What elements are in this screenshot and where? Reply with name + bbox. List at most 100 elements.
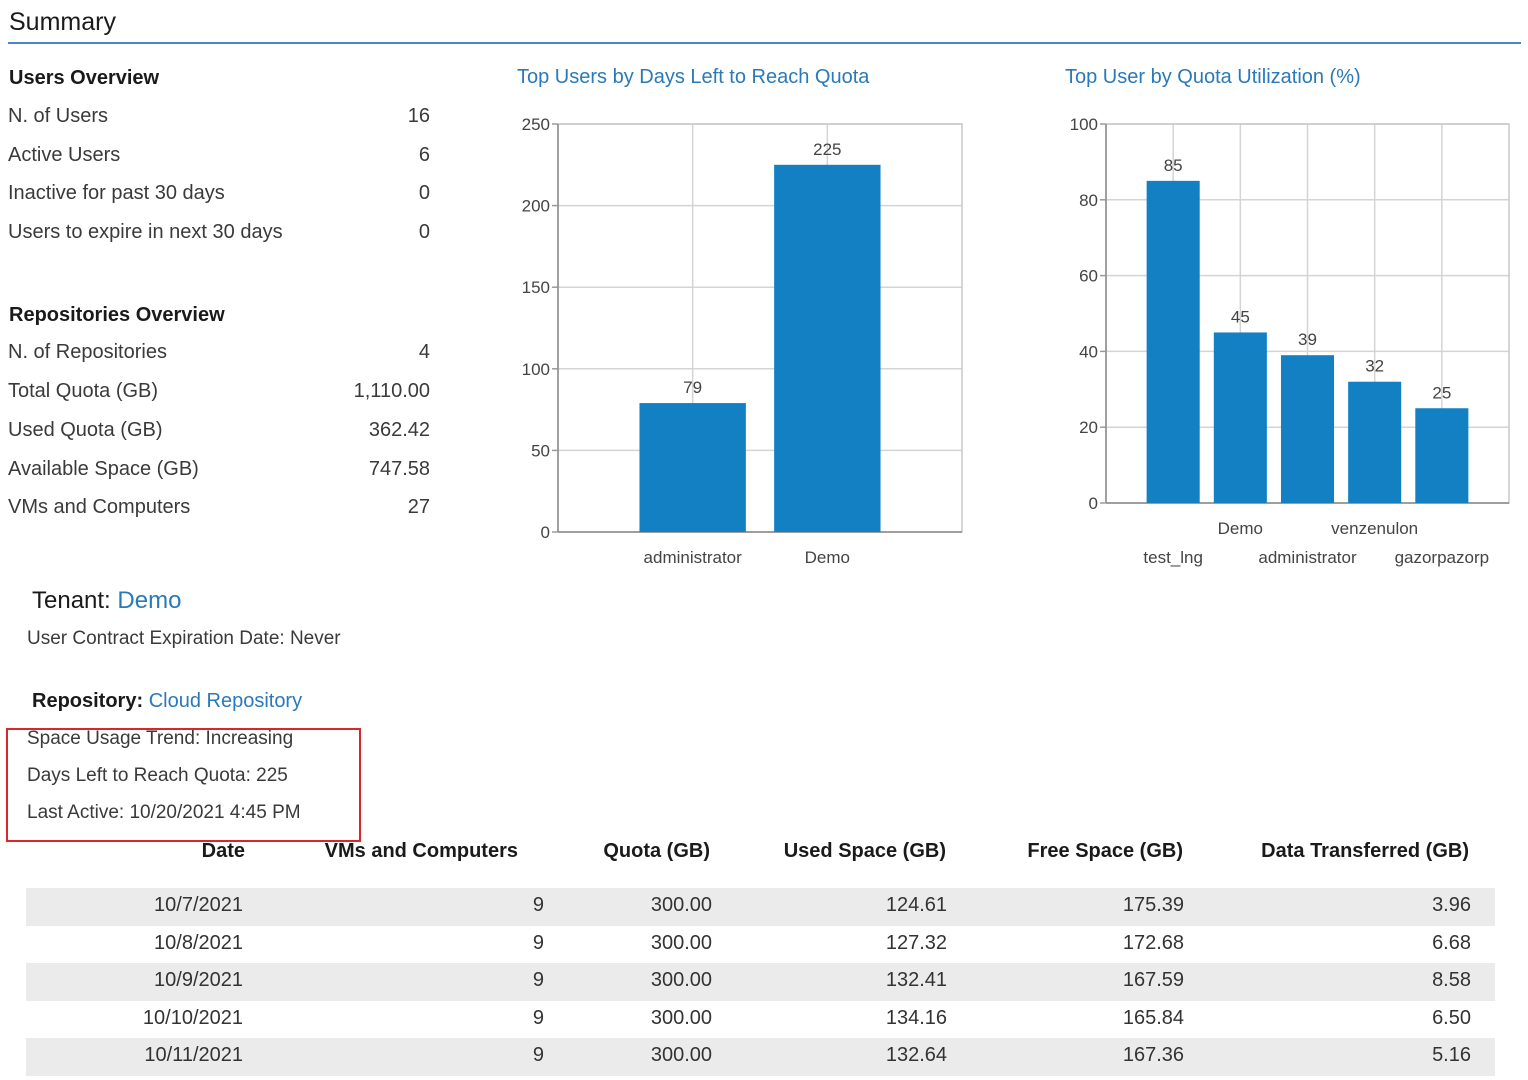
y-tick-label: 100: [1070, 115, 1098, 134]
overview-label: N. of Users: [8, 105, 109, 127]
repository-label: Repository:: [32, 690, 144, 712]
y-tick-label: 0: [541, 523, 550, 542]
data-label: 225: [813, 140, 841, 159]
overview-label: Inactive for past 30 days: [8, 182, 225, 204]
overview-value: 4: [418, 341, 430, 363]
y-tick-label: 50: [531, 441, 550, 460]
overview-value: 1,110.00: [353, 380, 430, 402]
overview-row-vms: VMs and Computers 27: [8, 496, 430, 526]
overview-value: 16: [407, 105, 430, 127]
overview-label: VMs and Computers: [8, 496, 191, 518]
column-header-date: Date: [201, 840, 245, 862]
table-row: 10/7/2021 9 300.00 124.61 175.39 3.96: [26, 888, 1495, 926]
column-header-used-space: Used Space (GB): [783, 840, 946, 862]
overview-row-users: N. of Users 16: [8, 105, 430, 135]
chart-quota-utilization-title: Top User by Quota Utilization (%): [1065, 66, 1361, 88]
column-header-vms: VMs and Computers: [324, 840, 518, 862]
bar-administrator: [639, 403, 746, 532]
tenant-label: Tenant:: [32, 587, 111, 614]
bar-gazorpazorp: [1415, 408, 1469, 503]
title-divider: [8, 42, 1521, 44]
chart-days-left: 0 50 100 150 200 250 79 administrator 225 Demo: [522, 115, 963, 567]
cell-date: 10/7/2021: [154, 894, 243, 916]
overview-row-total-quota: Total Quota (GB) 1,110.00: [8, 380, 430, 410]
repository-name-link[interactable]: Cloud Repository: [148, 690, 303, 712]
cell-free-space: 175.39: [1122, 894, 1184, 916]
cell-used-space: 132.64: [885, 1044, 947, 1066]
cell-date: 10/11/2021: [144, 1044, 243, 1066]
overview-label: Users to expire in next 30 days: [8, 221, 283, 243]
bar-venzenulon: [1348, 381, 1402, 503]
x-tick-label: venzenulon: [1331, 519, 1418, 538]
overview-value: 0: [418, 221, 430, 243]
cell-vms: 9: [532, 1007, 544, 1029]
x-tick-label: test_lng: [1143, 548, 1203, 567]
overview-row-expire: Users to expire in next 30 days 0: [8, 221, 430, 251]
data-label: 85: [1164, 156, 1183, 175]
table-row: 10/9/2021 9 300.00 132.41 167.59 8.58: [26, 963, 1495, 1001]
page-title: Summary: [9, 8, 116, 36]
overview-label: N. of Repositories: [8, 341, 167, 363]
x-tick-label: Demo: [805, 548, 850, 567]
cell-used-space: 127.32: [885, 932, 947, 954]
cell-free-space: 167.59: [1122, 969, 1184, 991]
last-active: Last Active: 10/20/2021 4:45 PM: [27, 802, 301, 823]
cell-date: 10/9/2021: [154, 969, 243, 991]
users-overview-heading: Users Overview: [9, 67, 160, 89]
cell-vms: 9: [532, 1044, 544, 1066]
table-row: 10/8/2021 9 300.00 127.32 172.68 6.68: [26, 926, 1495, 964]
cell-vms: 9: [532, 932, 544, 954]
cell-date: 10/10/2021: [142, 1007, 243, 1029]
y-tick-label: 200: [522, 197, 550, 216]
space-usage-trend: Space Usage Trend: Increasing: [27, 728, 294, 749]
cell-data-transferred: 5.16: [1432, 1044, 1471, 1066]
x-tick-label: administrator: [1258, 548, 1357, 567]
chart-quota-utilization: 0 20 40 60 80 100 85 test_lng 45 Demo 39 administra…: [1070, 115, 1510, 567]
y-tick-label: 0: [1089, 494, 1098, 513]
overview-label: Active Users: [8, 144, 121, 166]
tenant-name-link[interactable]: Demo: [117, 587, 182, 614]
overview-row-used-quota: Used Quota (GB) 362.42: [8, 419, 430, 449]
cell-used-space: 124.61: [885, 894, 947, 916]
column-header-free-space: Free Space (GB): [1027, 840, 1183, 862]
data-label: 25: [1432, 383, 1451, 402]
x-tick-label: gazorpazorp: [1395, 548, 1490, 567]
cell-quota: 300.00: [650, 932, 712, 954]
y-tick-label: 60: [1079, 267, 1098, 286]
cell-data-transferred: 6.68: [1432, 932, 1471, 954]
overview-row-repositories: N. of Repositories 4: [8, 341, 430, 371]
cell-free-space: 172.68: [1122, 932, 1184, 954]
cell-data-transferred: 6.50: [1432, 1007, 1471, 1029]
overview-value: 362.42: [368, 419, 430, 441]
highlight-box: [6, 728, 361, 842]
y-tick-label: 20: [1079, 418, 1098, 437]
x-tick-label: administrator: [644, 548, 743, 567]
cell-used-space: 134.16: [885, 1007, 947, 1029]
days-left-to-quota: Days Left to Reach Quota: 225: [27, 765, 288, 786]
y-tick-label: 150: [522, 278, 550, 297]
overview-value: 0: [418, 182, 430, 204]
column-header-quota: Quota (GB): [603, 840, 710, 862]
table-row: 10/10/2021 9 300.00 134.16 165.84 6.50: [26, 1001, 1495, 1039]
cell-vms: 9: [532, 969, 544, 991]
cell-free-space: 165.84: [1122, 1007, 1184, 1029]
y-tick-label: 100: [522, 360, 550, 379]
overview-value: 6: [418, 144, 430, 166]
overview-label: Total Quota (GB): [8, 380, 159, 402]
cell-free-space: 167.36: [1122, 1044, 1184, 1066]
overview-value: 27: [407, 496, 430, 518]
data-label: 39: [1298, 330, 1317, 349]
cell-quota: 300.00: [650, 894, 712, 916]
contract-expiration: User Contract Expiration Date: Never: [27, 628, 341, 649]
cell-quota: 300.00: [650, 1044, 712, 1066]
data-label: 32: [1365, 357, 1384, 376]
y-tick-label: 250: [522, 115, 550, 134]
repository-heading: Repository: Cloud Repository: [32, 690, 302, 713]
overview-label: Used Quota (GB): [8, 419, 163, 441]
bar-Demo: [1213, 332, 1267, 503]
bar-administrator: [1280, 355, 1335, 503]
cell-vms: 9: [532, 894, 544, 916]
tenant-heading: Tenant: Demo: [32, 587, 181, 615]
cell-quota: 300.00: [650, 1007, 712, 1029]
table-row: 10/11/2021 9 300.00 132.64 167.36 5.16: [26, 1038, 1495, 1076]
